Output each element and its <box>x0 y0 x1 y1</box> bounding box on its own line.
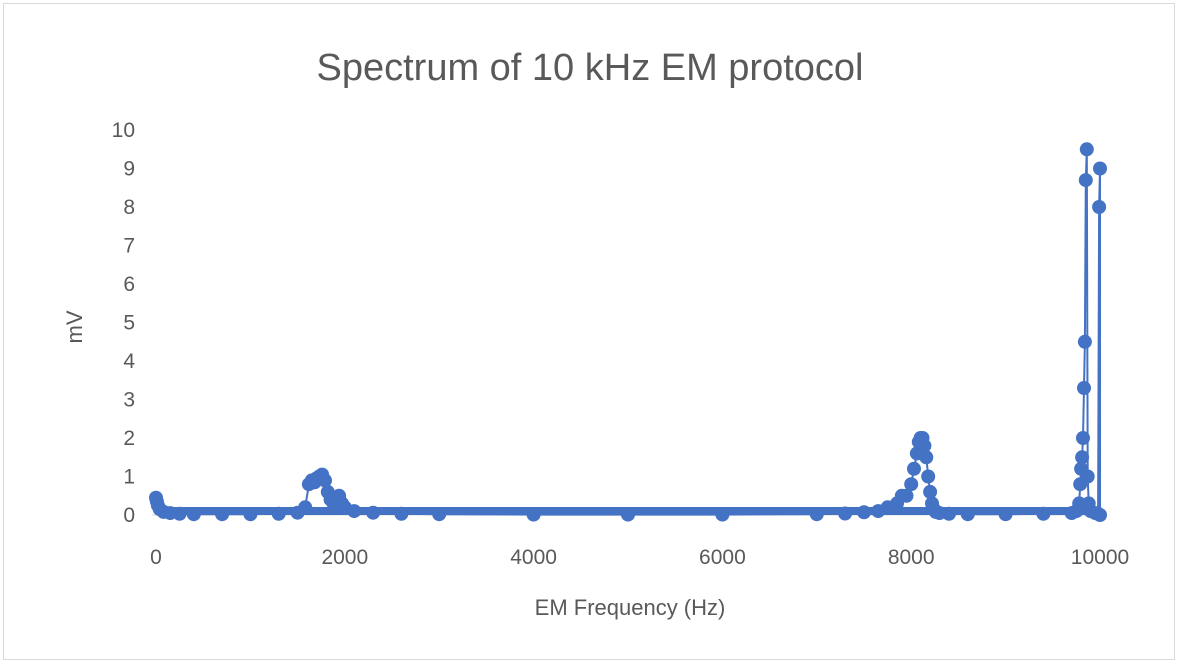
series-1 <box>149 142 1107 522</box>
data-point <box>899 488 914 503</box>
y-tick-label: 8 <box>123 196 135 219</box>
data-point <box>526 507 541 522</box>
data-point <box>857 505 871 520</box>
data-point <box>1078 173 1093 188</box>
data-point <box>432 507 447 522</box>
data-point <box>907 461 921 476</box>
data-point <box>917 438 932 453</box>
x-tick-label: 10000 <box>1071 546 1129 569</box>
chart-svg: Spectrum of 10 kHz EM protocol 0 1 2 3 4 5 6 7 8… <box>62 47 1129 620</box>
y-tick-label: 7 <box>123 235 135 258</box>
data-point <box>621 507 635 522</box>
data-point <box>215 507 230 522</box>
data-point <box>243 507 258 522</box>
y-tick-label: 4 <box>123 350 135 373</box>
data-point <box>1075 450 1090 465</box>
data-point <box>1093 508 1107 522</box>
data-point <box>1079 142 1094 157</box>
data-point <box>366 505 381 520</box>
data-point <box>838 506 853 521</box>
data-point <box>998 507 1013 522</box>
data-point <box>960 507 975 522</box>
data-point <box>921 469 936 484</box>
data-point <box>172 506 187 521</box>
data-point <box>347 504 362 519</box>
data-point <box>809 507 824 522</box>
x-tick-label: 2000 <box>321 546 368 569</box>
x-axis-label: EM Frequency (Hz) <box>535 595 726 620</box>
y-tick-label: 9 <box>123 158 135 181</box>
y-tick-label: 3 <box>123 389 135 412</box>
y-tick-label: 1 <box>123 466 135 489</box>
y-tick-label: 0 <box>123 504 135 527</box>
data-point <box>1036 506 1051 521</box>
y-axis-label: mV <box>62 310 87 343</box>
data-point <box>1077 334 1092 349</box>
data-point <box>904 477 919 492</box>
data-point <box>186 507 201 522</box>
y-tick-label: 5 <box>123 312 135 335</box>
x-tick-label: 4000 <box>510 546 557 569</box>
y-tick-label: 6 <box>123 273 135 296</box>
series-line <box>155 149 1101 516</box>
x-tick-label: 6000 <box>699 546 746 569</box>
data-point <box>1077 381 1091 395</box>
y-tick-label: 10 <box>112 119 135 142</box>
x-tick-label: 8000 <box>888 546 935 569</box>
data-point <box>919 450 934 465</box>
data-point <box>923 484 938 499</box>
data-point <box>1093 161 1107 176</box>
data-point <box>271 506 286 521</box>
chart-title: Spectrum of 10 kHz EM protocol <box>317 47 864 89</box>
data-point <box>318 473 332 488</box>
data-point <box>1080 469 1095 484</box>
chart-frame: Spectrum of 10 kHz EM protocol 0 1 2 3 4 5 6 7 8… <box>3 3 1175 660</box>
y-tick-label: 2 <box>123 427 135 450</box>
x-tick-label: 0 <box>150 546 162 569</box>
data-point <box>942 506 956 521</box>
data-point <box>1076 431 1090 445</box>
data-point <box>394 506 409 521</box>
y-tick-labels: 0 1 2 3 4 5 6 7 8 9 10 <box>112 119 136 527</box>
data-point <box>298 500 313 515</box>
x-tick-labels: 0 2000 4000 6000 8000 10000 <box>150 546 1129 569</box>
data-point <box>715 507 730 522</box>
data-point <box>1092 200 1107 214</box>
